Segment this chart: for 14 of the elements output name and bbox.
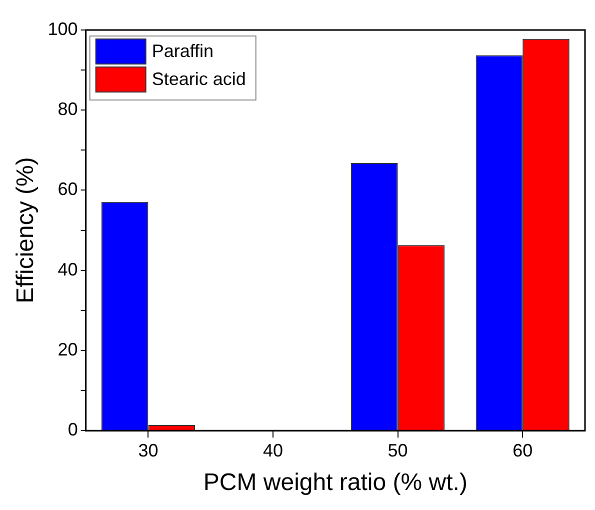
y-tick-label: 80	[58, 99, 78, 120]
y-tick-label: 60	[58, 179, 78, 200]
y-tick-label: 20	[58, 339, 78, 360]
x-tick-label: 50	[388, 440, 408, 460]
legend-label: Paraffin	[152, 40, 214, 61]
legend-label: Stearic acid	[152, 68, 246, 89]
y-axis-title: Efficiency (%)	[12, 157, 40, 304]
y-tick-label: 40	[58, 259, 78, 280]
x-tick-label: 60	[512, 440, 533, 460]
y-tick-label: 100	[48, 18, 78, 39]
x-axis-title: PCM weight ratio (% wt.)	[203, 469, 468, 496]
x-tick-label: 40	[263, 440, 284, 460]
x-tick-label: 30	[138, 440, 158, 460]
y-tick-label: 0	[68, 420, 78, 440]
